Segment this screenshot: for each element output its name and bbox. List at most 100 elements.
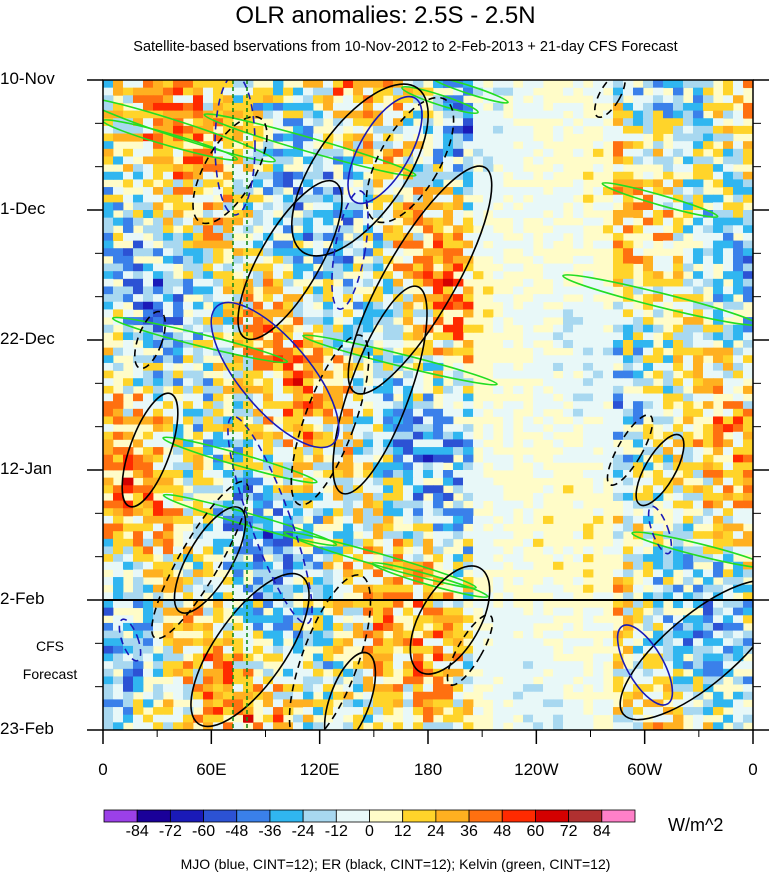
field-cell xyxy=(263,294,274,303)
field-cell xyxy=(603,546,614,555)
field-cell xyxy=(193,416,204,425)
field-cell xyxy=(353,546,364,555)
field-cell xyxy=(693,393,704,402)
field-cell xyxy=(673,271,684,280)
field-cell xyxy=(143,164,154,173)
field-cell xyxy=(673,324,684,333)
field-cell xyxy=(293,714,304,723)
field-cell xyxy=(683,317,694,326)
field-cell xyxy=(203,714,214,723)
field-cell xyxy=(413,210,424,219)
field-cell xyxy=(673,110,684,119)
field-cell xyxy=(493,255,504,264)
field-cell xyxy=(583,385,594,394)
field-cell xyxy=(193,454,204,463)
field-cell xyxy=(743,271,753,280)
field-cell xyxy=(503,592,514,601)
field-cell xyxy=(503,630,514,639)
field-cell xyxy=(583,194,594,203)
field-cell xyxy=(463,546,474,555)
field-cell xyxy=(183,531,194,540)
field-cell xyxy=(383,515,394,524)
field-cell xyxy=(483,554,494,563)
field-cell xyxy=(333,622,344,631)
field-cell xyxy=(613,225,624,234)
field-cell xyxy=(383,332,394,341)
field-cell xyxy=(733,217,744,226)
field-cell xyxy=(433,194,444,203)
field-cell xyxy=(173,194,184,203)
field-cell xyxy=(353,584,364,593)
field-cell xyxy=(313,324,324,333)
field-cell xyxy=(723,546,734,555)
field-cell xyxy=(413,485,424,494)
field-cell xyxy=(323,408,334,417)
field-cell xyxy=(493,707,504,716)
field-cell xyxy=(423,699,434,708)
field-cell xyxy=(133,393,144,402)
field-cell xyxy=(533,255,544,264)
field-cell xyxy=(613,133,624,142)
field-cell xyxy=(163,362,174,371)
field-cell xyxy=(403,722,414,730)
field-cell xyxy=(123,600,134,609)
field-cell xyxy=(633,531,644,540)
field-cell xyxy=(363,217,374,226)
field-cell xyxy=(673,362,684,371)
field-cell xyxy=(373,569,384,578)
field-cell xyxy=(153,592,164,601)
field-cell xyxy=(183,187,194,196)
field-cell xyxy=(693,684,704,693)
field-cell xyxy=(473,546,484,555)
field-cell xyxy=(353,714,364,723)
field-cell xyxy=(703,278,714,287)
field-cell xyxy=(403,691,414,700)
field-cell xyxy=(503,80,514,89)
field-cell xyxy=(433,255,444,264)
field-cell xyxy=(243,676,254,685)
field-cell xyxy=(723,508,734,517)
field-cell xyxy=(153,187,164,196)
field-cell xyxy=(103,385,114,394)
field-cell xyxy=(133,561,144,570)
field-cell xyxy=(413,125,424,134)
field-cell xyxy=(363,263,374,272)
field-cell xyxy=(523,301,534,310)
field-cell xyxy=(253,554,264,563)
field-cell xyxy=(653,263,664,272)
field-cell xyxy=(183,515,194,524)
field-cell xyxy=(593,80,604,89)
field-cell xyxy=(373,225,384,234)
field-cell xyxy=(323,531,334,540)
field-cell xyxy=(323,210,334,219)
field-cell xyxy=(383,156,394,165)
field-cell xyxy=(673,699,684,708)
field-cell xyxy=(633,378,644,387)
field-cell xyxy=(693,332,704,341)
field-cell xyxy=(373,210,384,219)
field-cell xyxy=(683,393,694,402)
field-cell xyxy=(653,653,664,662)
y-tick-label: 23-Feb xyxy=(0,719,54,738)
field-cell xyxy=(133,271,144,280)
field-cell xyxy=(423,668,434,677)
field-cell xyxy=(623,615,634,624)
field-cell xyxy=(683,102,694,111)
field-cell xyxy=(593,332,604,341)
field-cell xyxy=(373,332,384,341)
field-cell xyxy=(503,554,514,563)
field-cell xyxy=(383,546,394,555)
field-cell xyxy=(693,301,704,310)
field-cell xyxy=(623,370,634,379)
field-cell xyxy=(543,232,554,241)
field-cell xyxy=(473,171,484,180)
field-cell xyxy=(543,714,554,723)
field-cell xyxy=(193,248,204,257)
field-cell xyxy=(723,95,734,104)
field-cell xyxy=(383,164,394,173)
field-cell xyxy=(693,102,704,111)
field-cell xyxy=(193,148,204,157)
field-cell xyxy=(713,546,724,555)
field-cell xyxy=(693,255,704,264)
field-cell xyxy=(143,531,154,540)
